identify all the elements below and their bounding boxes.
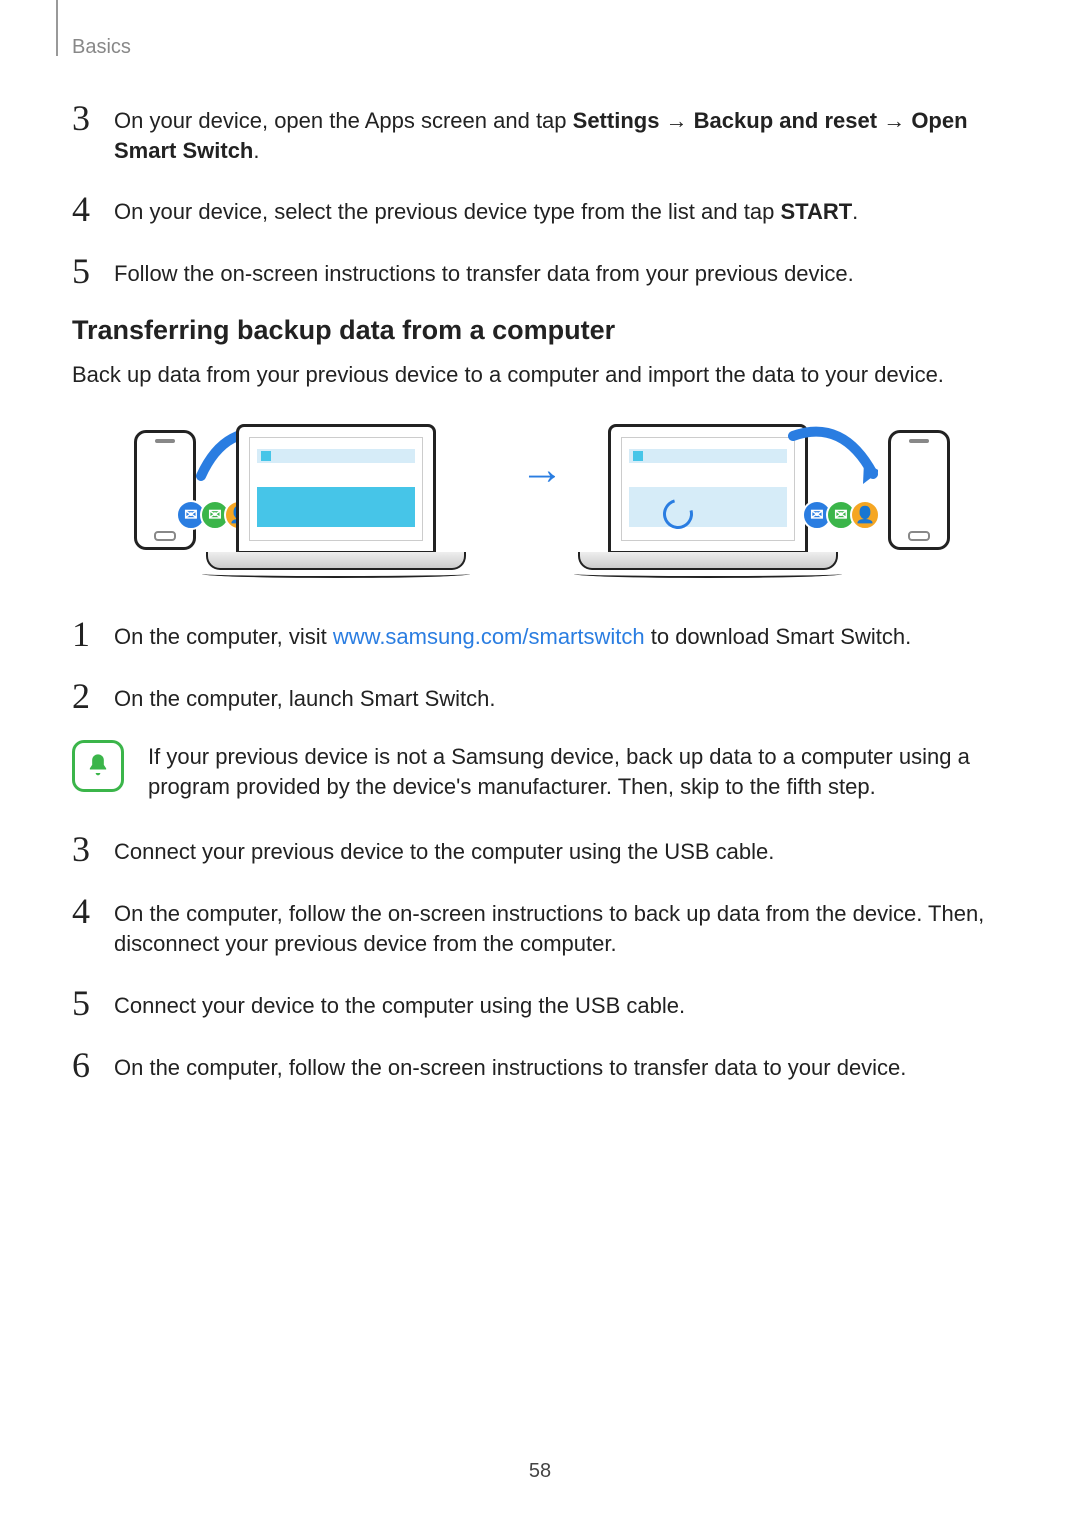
- bold-text: Settings: [573, 108, 660, 133]
- flow-arrow-icon: →: [520, 445, 564, 495]
- text-run: On the computer, follow the on-screen in…: [114, 901, 984, 956]
- step-text: On the computer, follow the on-screen in…: [114, 893, 1012, 958]
- text-run: On your device, open the Apps screen and…: [114, 108, 573, 133]
- step: 4On the computer, follow the on-screen i…: [72, 893, 1012, 958]
- step-number: 4: [72, 893, 114, 929]
- text-run: On the computer, visit: [114, 624, 333, 649]
- step-number: 4: [72, 191, 114, 227]
- top-steps-list: 3On your device, open the Apps screen an…: [72, 100, 1012, 289]
- step-text: On the computer, launch Smart Switch.: [114, 678, 496, 714]
- step-number: 2: [72, 678, 114, 714]
- note-bell-icon: [72, 740, 124, 792]
- note-text: If your previous device is not a Samsung…: [148, 740, 1012, 801]
- intro-paragraph: Back up data from your previous device t…: [72, 360, 1012, 390]
- text-run: On the computer, follow the on-screen in…: [114, 1055, 906, 1080]
- text-run: On the computer, launch Smart Switch.: [114, 686, 496, 711]
- step-number: 5: [72, 985, 114, 1021]
- step: 3On your device, open the Apps screen an…: [72, 100, 1012, 165]
- transfer-illustration: ✉ ✉ 👤 →: [72, 410, 1012, 580]
- bottom-steps-b: 3Connect your previous device to the com…: [72, 831, 1012, 1082]
- bold-text: START: [780, 199, 852, 224]
- external-link[interactable]: www.samsung.com/smartswitch: [333, 624, 645, 649]
- note-callout: If your previous device is not a Samsung…: [72, 740, 1012, 801]
- step-number: 5: [72, 253, 114, 289]
- step: 5Connect your device to the computer usi…: [72, 985, 1012, 1021]
- page-content: 3On your device, open the Apps screen an…: [72, 100, 1012, 1109]
- laptop-icon: [608, 424, 838, 570]
- new-phone-icon: [888, 430, 950, 550]
- text-run: Follow the on-screen instructions to tra…: [114, 261, 854, 286]
- step: 2On the computer, launch Smart Switch.: [72, 678, 1012, 714]
- step: 3Connect your previous device to the com…: [72, 831, 1012, 867]
- step-text: On the computer, visit www.samsung.com/s…: [114, 616, 911, 652]
- step: 4On your device, select the previous dev…: [72, 191, 1012, 227]
- step: 6On the computer, follow the on-screen i…: [72, 1047, 1012, 1083]
- step: 1On the computer, visit www.samsung.com/…: [72, 616, 1012, 652]
- step-number: 3: [72, 100, 114, 136]
- step-text: Connect your device to the computer usin…: [114, 985, 685, 1021]
- text-run: Connect your previous device to the comp…: [114, 839, 774, 864]
- step-number: 3: [72, 831, 114, 867]
- bold-text: Backup and reset: [694, 108, 877, 133]
- text-run: to download Smart Switch.: [645, 624, 912, 649]
- step-text: On the computer, follow the on-screen in…: [114, 1047, 906, 1083]
- step: 5Follow the on-screen instructions to tr…: [72, 253, 1012, 289]
- text-run: →: [877, 108, 911, 133]
- step-text: On your device, select the previous devi…: [114, 191, 858, 227]
- cluster-icon: 👤: [850, 500, 880, 530]
- previous-phone-icon: [134, 430, 196, 550]
- step-text: Connect your previous device to the comp…: [114, 831, 774, 867]
- text-run: Connect your device to the computer usin…: [114, 993, 685, 1018]
- step-number: 6: [72, 1047, 114, 1083]
- step-text: Follow the on-screen instructions to tra…: [114, 253, 854, 289]
- section-header: Basics: [72, 36, 131, 59]
- step-number: 1: [72, 616, 114, 652]
- laptop-icon: [236, 424, 466, 570]
- text-run: .: [253, 138, 259, 163]
- text-run: →: [659, 108, 693, 133]
- bottom-steps-a: 1On the computer, visit www.samsung.com/…: [72, 616, 1012, 714]
- text-run: On your device, select the previous devi…: [114, 199, 780, 224]
- backup-group: ✉ ✉ 👤: [126, 410, 486, 580]
- header-rule: [56, 0, 58, 56]
- page-number: 58: [0, 1460, 1080, 1483]
- data-icons-cluster: ✉ ✉ 👤: [808, 500, 880, 530]
- restore-group: ✉ ✉ 👤: [598, 410, 958, 580]
- text-run: .: [852, 199, 858, 224]
- step-text: On your device, open the Apps screen and…: [114, 100, 1012, 165]
- subheading: Transferring backup data from a computer: [72, 315, 1012, 346]
